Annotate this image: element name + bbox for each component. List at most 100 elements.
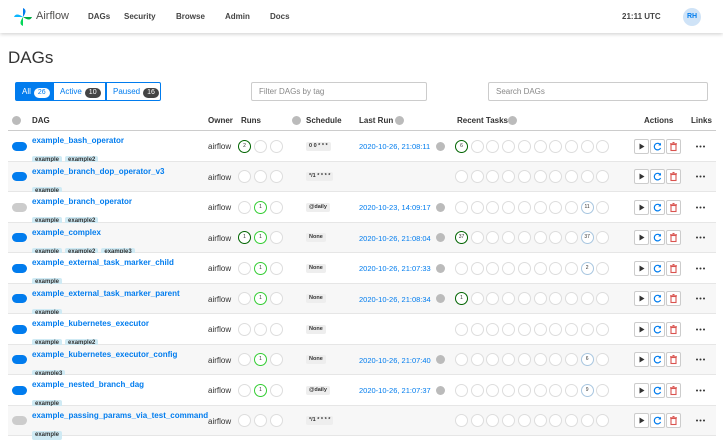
trigger-button[interactable] [634,169,649,185]
task-status[interactable] [470,139,484,153]
trigger-button[interactable] [634,230,649,246]
task-status[interactable] [564,292,578,306]
task-status[interactable] [517,414,531,428]
task-status[interactable] [470,292,484,306]
task-status[interactable] [517,353,531,367]
task-status[interactable] [549,200,563,214]
brand[interactable]: Airflow [36,10,70,22]
run-status[interactable] [270,200,283,214]
task-status[interactable] [486,383,500,397]
delete-button[interactable] [666,169,681,185]
links-menu[interactable] [694,414,707,432]
refresh-button[interactable] [650,138,665,154]
refresh-button[interactable] [650,382,665,398]
task-status[interactable] [549,261,563,275]
column-header[interactable]: Schedule [306,116,342,125]
column-header[interactable]: Owner [208,116,233,125]
menu-item[interactable]: DAGs [88,12,111,21]
task-status[interactable] [564,200,578,214]
column-header[interactable]: DAG [32,116,50,125]
last-run[interactable]: 2020-10-26, 21:07:37 [359,386,431,396]
run-status[interactable] [238,170,251,184]
refresh-button[interactable] [650,260,665,276]
tag[interactable]: example2 [65,247,99,257]
run-status[interactable] [270,414,283,428]
task-status[interactable] [564,261,578,275]
tag[interactable]: example [32,156,63,166]
task-status[interactable] [580,414,594,428]
dag-name[interactable]: example_branch_dop_operator_v3 [32,166,165,176]
tag[interactable]: example2 [65,156,99,166]
task-status[interactable] [502,383,516,397]
task-status[interactable] [470,414,484,428]
task-status[interactable] [533,383,547,397]
task-status[interactable] [580,139,594,153]
task-status[interactable] [517,261,531,275]
delete-button[interactable] [666,291,681,307]
pause-toggle[interactable] [12,141,27,151]
trigger-button[interactable] [634,352,649,368]
dag-name[interactable]: example_passing_params_via_test_command [32,410,209,420]
task-status[interactable] [517,170,531,184]
task-status[interactable] [533,200,547,214]
task-status[interactable]: 37 [580,231,594,245]
links-menu[interactable] [694,231,707,249]
task-status[interactable] [596,139,610,153]
last-run[interactable]: 2020-10-26, 21:08:04 [359,233,431,243]
tag[interactable]: example [32,400,63,410]
task-status[interactable] [533,139,547,153]
task-status[interactable] [533,170,547,184]
task-status[interactable] [549,231,563,245]
task-status[interactable] [502,200,516,214]
task-status[interactable] [486,353,500,367]
run-status[interactable] [254,170,267,184]
task-status[interactable] [596,261,610,275]
task-status[interactable]: 2 [580,261,594,275]
run-status[interactable]: 1 [254,383,267,397]
task-status[interactable] [470,170,484,184]
last-run[interactable]: 2020-10-26, 21:08:34 [359,294,431,304]
clock[interactable]: 21:11 UTC [622,12,661,21]
run-status[interactable] [270,322,283,336]
links-menu[interactable] [694,292,707,310]
task-status[interactable] [470,383,484,397]
run-status[interactable] [254,322,267,336]
delete-button[interactable] [666,413,681,429]
run-status[interactable] [238,292,251,306]
task-status[interactable] [564,353,578,367]
task-status[interactable] [470,231,484,245]
delete-button[interactable] [666,321,681,337]
task-status[interactable] [470,261,484,275]
task-status[interactable] [564,414,578,428]
task-status[interactable] [596,292,610,306]
links-menu[interactable] [694,384,707,402]
task-status[interactable] [596,170,610,184]
delete-button[interactable] [666,230,681,246]
task-status[interactable] [517,139,531,153]
task-status[interactable] [580,322,594,336]
run-status[interactable] [254,414,267,428]
task-status[interactable] [564,322,578,336]
task-status[interactable] [564,139,578,153]
tag[interactable]: example3 [32,369,66,379]
task-status[interactable] [533,414,547,428]
task-status[interactable]: 1 [455,292,468,306]
task-status[interactable] [533,292,547,306]
tag[interactable]: example [32,430,63,440]
run-status[interactable] [270,353,283,367]
task-status[interactable] [533,231,547,245]
refresh-button[interactable] [650,199,665,215]
column-header[interactable]: Recent Tasks [457,116,508,125]
trigger-button[interactable] [634,321,649,337]
task-status[interactable] [502,322,516,336]
run-status[interactable] [270,261,283,275]
run-status[interactable] [238,383,251,397]
trigger-button[interactable] [634,138,649,154]
task-status[interactable] [533,353,547,367]
pause-toggle[interactable] [12,416,27,426]
run-status[interactable] [270,292,283,306]
task-status[interactable] [564,383,578,397]
task-status[interactable] [517,200,531,214]
tag[interactable]: example2 [65,217,99,227]
menu-item[interactable]: Security [124,12,156,21]
